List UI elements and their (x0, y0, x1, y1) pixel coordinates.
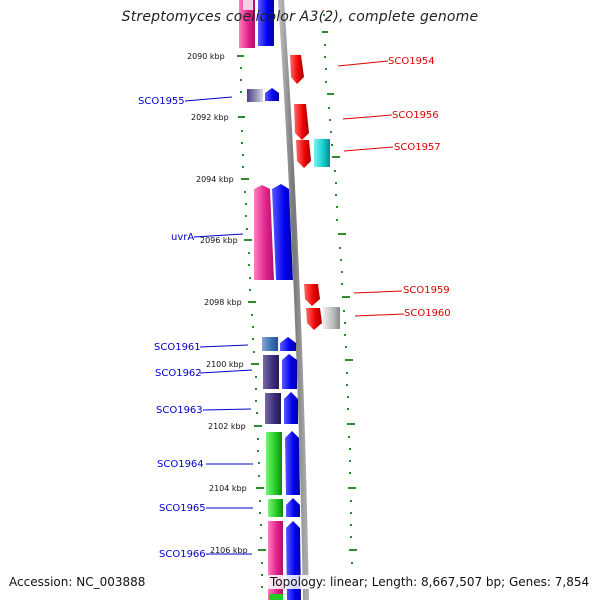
gene-label-sco1960: SCO1960 (404, 308, 451, 319)
gene-label-sco1963: SCO1963 (156, 405, 203, 416)
gene-block-sco1963 (265, 393, 281, 424)
gene-label-sco1957: SCO1957 (394, 142, 441, 153)
gene-label-sco1962: SCO1962 (155, 368, 202, 379)
gene-block-sco1962 (263, 355, 279, 389)
reverse-strand-genes (290, 55, 340, 330)
gene-arrow-sco1962 (282, 354, 297, 389)
gene-label-sco1966: SCO1966 (159, 549, 206, 560)
gene-arrow-sco1960-red (306, 308, 322, 330)
tick-label-2100: 2100 kbp (206, 360, 244, 369)
position-tick-labels: 2090 kbp 2092 kbp 2094 kbp 2096 kbp 2098… (187, 52, 248, 555)
gene-block-top-blue (258, 0, 274, 46)
right-tick-track (322, 14, 357, 564)
gene-arrow-sco1959 (304, 284, 320, 306)
gene-label-sco1959: SCO1959 (403, 285, 450, 296)
gene-label-uvra: uvrA (171, 232, 194, 243)
gene-block-uvra-pink (254, 185, 274, 280)
gene-block-bottom-green (269, 594, 283, 600)
gene-block-sco1955-a (247, 89, 263, 102)
tick-label-2094: 2094 kbp (196, 175, 234, 184)
accession-label: Accession: NC_003888 (9, 575, 146, 589)
gene-arrow-sco1956 (294, 104, 309, 140)
gene-block-sco1957-cyan (314, 139, 330, 167)
forward-strand-genes (239, 0, 301, 600)
genome-backbone (278, 0, 309, 600)
gene-arrow-sco1957-red (296, 140, 311, 168)
tick-label-2090: 2090 kbp (187, 52, 225, 61)
tick-label-2098: 2098 kbp (204, 298, 242, 307)
tick-label-2104: 2104 kbp (209, 484, 247, 493)
gene-block-sco1961 (262, 337, 278, 351)
tick-label-2096: 2096 kbp (200, 236, 238, 245)
left-tick-track (237, 8, 266, 588)
gene-block-top-white (243, 0, 253, 10)
tick-label-2106: 2106 kbp (210, 546, 248, 555)
gene-block-sco1965 (268, 499, 283, 517)
tick-label-2092: 2092 kbp (191, 113, 229, 122)
right-gene-labels: SCO1954 SCO1956 SCO1957 SCO1959 SCO1960 (388, 56, 451, 319)
gene-block-top-pink (239, 0, 255, 48)
genome-title: Streptomyces coelicolor A3(2), complete … (121, 9, 479, 25)
gene-label-sco1965: SCO1965 (159, 503, 206, 514)
gene-arrow-sco1954 (290, 55, 304, 84)
topology-label: Topology: linear; Length: 8,667,507 bp; … (268, 575, 592, 589)
gene-label-sco1964: SCO1964 (157, 459, 204, 470)
gene-block-sco1960-grey (323, 307, 340, 329)
gene-label-sco1956: SCO1956 (392, 110, 439, 121)
left-gene-labels: SCO1955 uvrA SCO1961 SCO1962 SCO1963 SCO… (138, 96, 206, 560)
gene-arrow-sco1965 (286, 498, 300, 517)
gene-label-sco1954: SCO1954 (388, 56, 435, 67)
gene-arrow-sco1964 (285, 431, 300, 495)
right-leader-lines (337, 60, 405, 317)
gene-arrow-sco1961 (280, 337, 296, 351)
tick-label-2102: 2102 kbp (208, 422, 246, 431)
gene-label-sco1955: SCO1955 (138, 96, 185, 107)
gene-arrow-sco1955 (265, 88, 279, 101)
gene-arrow-uvra-blue (272, 184, 293, 280)
gene-label-sco1961: SCO1961 (154, 342, 201, 353)
left-leader-lines (184, 96, 253, 555)
gene-block-sco1964 (266, 432, 282, 495)
gene-arrow-sco1963 (284, 392, 298, 424)
